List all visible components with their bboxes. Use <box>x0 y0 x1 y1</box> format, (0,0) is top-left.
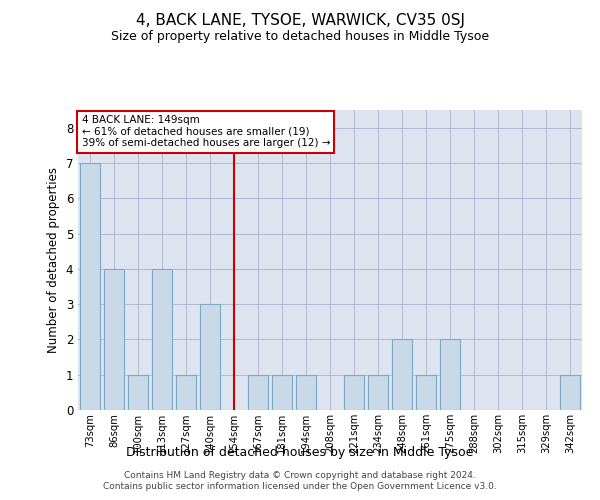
Bar <box>272 374 292 410</box>
Bar <box>104 269 124 410</box>
Bar <box>200 304 220 410</box>
Bar <box>440 340 460 410</box>
Y-axis label: Number of detached properties: Number of detached properties <box>47 167 60 353</box>
Bar <box>80 163 100 410</box>
Bar <box>392 340 412 410</box>
Text: Distribution of detached houses by size in Middle Tysoe: Distribution of detached houses by size … <box>127 446 473 459</box>
Bar <box>368 374 388 410</box>
Bar <box>152 269 172 410</box>
Bar <box>128 374 148 410</box>
Text: Contains public sector information licensed under the Open Government Licence v3: Contains public sector information licen… <box>103 482 497 491</box>
Bar <box>296 374 316 410</box>
Text: 4 BACK LANE: 149sqm
← 61% of detached houses are smaller (19)
39% of semi-detach: 4 BACK LANE: 149sqm ← 61% of detached ho… <box>82 116 330 148</box>
Text: 4, BACK LANE, TYSOE, WARWICK, CV35 0SJ: 4, BACK LANE, TYSOE, WARWICK, CV35 0SJ <box>136 12 464 28</box>
Text: Contains HM Land Registry data © Crown copyright and database right 2024.: Contains HM Land Registry data © Crown c… <box>124 471 476 480</box>
Bar <box>248 374 268 410</box>
Bar <box>344 374 364 410</box>
Text: Size of property relative to detached houses in Middle Tysoe: Size of property relative to detached ho… <box>111 30 489 43</box>
Bar <box>176 374 196 410</box>
Bar <box>560 374 580 410</box>
Bar <box>416 374 436 410</box>
